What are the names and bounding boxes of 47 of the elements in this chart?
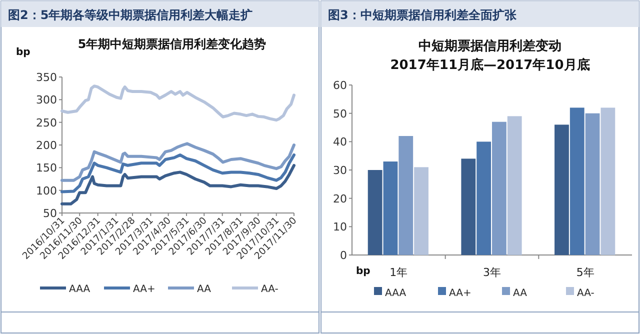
y-tick-label: 60: [333, 79, 347, 92]
y-axis-title: bp: [16, 47, 30, 58]
bar: [492, 122, 506, 255]
y-tick-label: 150: [36, 162, 57, 175]
legend-label: AA: [197, 284, 212, 295]
y-tick-label: 0: [340, 249, 347, 262]
y-tick-label: 50: [333, 107, 347, 120]
y-tick-label: 200: [36, 139, 57, 152]
legend-label: AA: [513, 288, 528, 299]
chart-title: 图2：5年期各等级中期票据信用利差大幅走扩: [8, 8, 253, 22]
line-series: [60, 153, 296, 194]
x-tick-label: 5年: [576, 266, 594, 279]
bar: [476, 142, 491, 255]
y-tick-label: 350: [36, 71, 57, 84]
line-series: [60, 84, 296, 122]
legend-label: AA+: [449, 288, 472, 299]
bar: [414, 167, 428, 255]
line-series: [60, 142, 296, 182]
text: bp: [356, 266, 370, 277]
bar: [368, 170, 382, 255]
x-tick-label: 1年: [390, 266, 408, 279]
y-tick-label: 30: [333, 164, 347, 177]
y-tick-label: 10: [333, 220, 347, 234]
line-series: [60, 164, 296, 206]
y-tick-label: 300: [36, 94, 57, 107]
y-tick-label: 40: [333, 136, 347, 149]
chart-subtitle: 中短期票据信用利差变动 2017年11月底—2017年10月底: [390, 38, 590, 73]
legend-label: AAA: [385, 288, 406, 299]
x-tick-label: 3年: [483, 266, 501, 279]
y-tick-label: 20: [333, 192, 347, 206]
y-tick-label: 100: [36, 184, 57, 198]
bar: [398, 136, 414, 255]
bar: [554, 124, 569, 255]
bar: [585, 113, 600, 255]
legend-label: AAA: [69, 284, 90, 295]
bar: [600, 108, 616, 255]
y-tick-label: 250: [36, 116, 57, 130]
bar: [507, 116, 522, 255]
bar: [461, 158, 476, 255]
chart-title: 图3：中短期票据信用利差全面扩张: [328, 8, 518, 22]
bar: [570, 108, 584, 255]
bar: [383, 162, 398, 255]
y-tick-label: 50: [43, 207, 57, 220]
legend-label: AA+: [133, 284, 156, 295]
legend-label: AA-: [261, 284, 279, 295]
chart-subtitle: 5年期中短期票据信用利差变化趋势: [78, 37, 266, 51]
legend-label: AA-: [577, 288, 595, 299]
